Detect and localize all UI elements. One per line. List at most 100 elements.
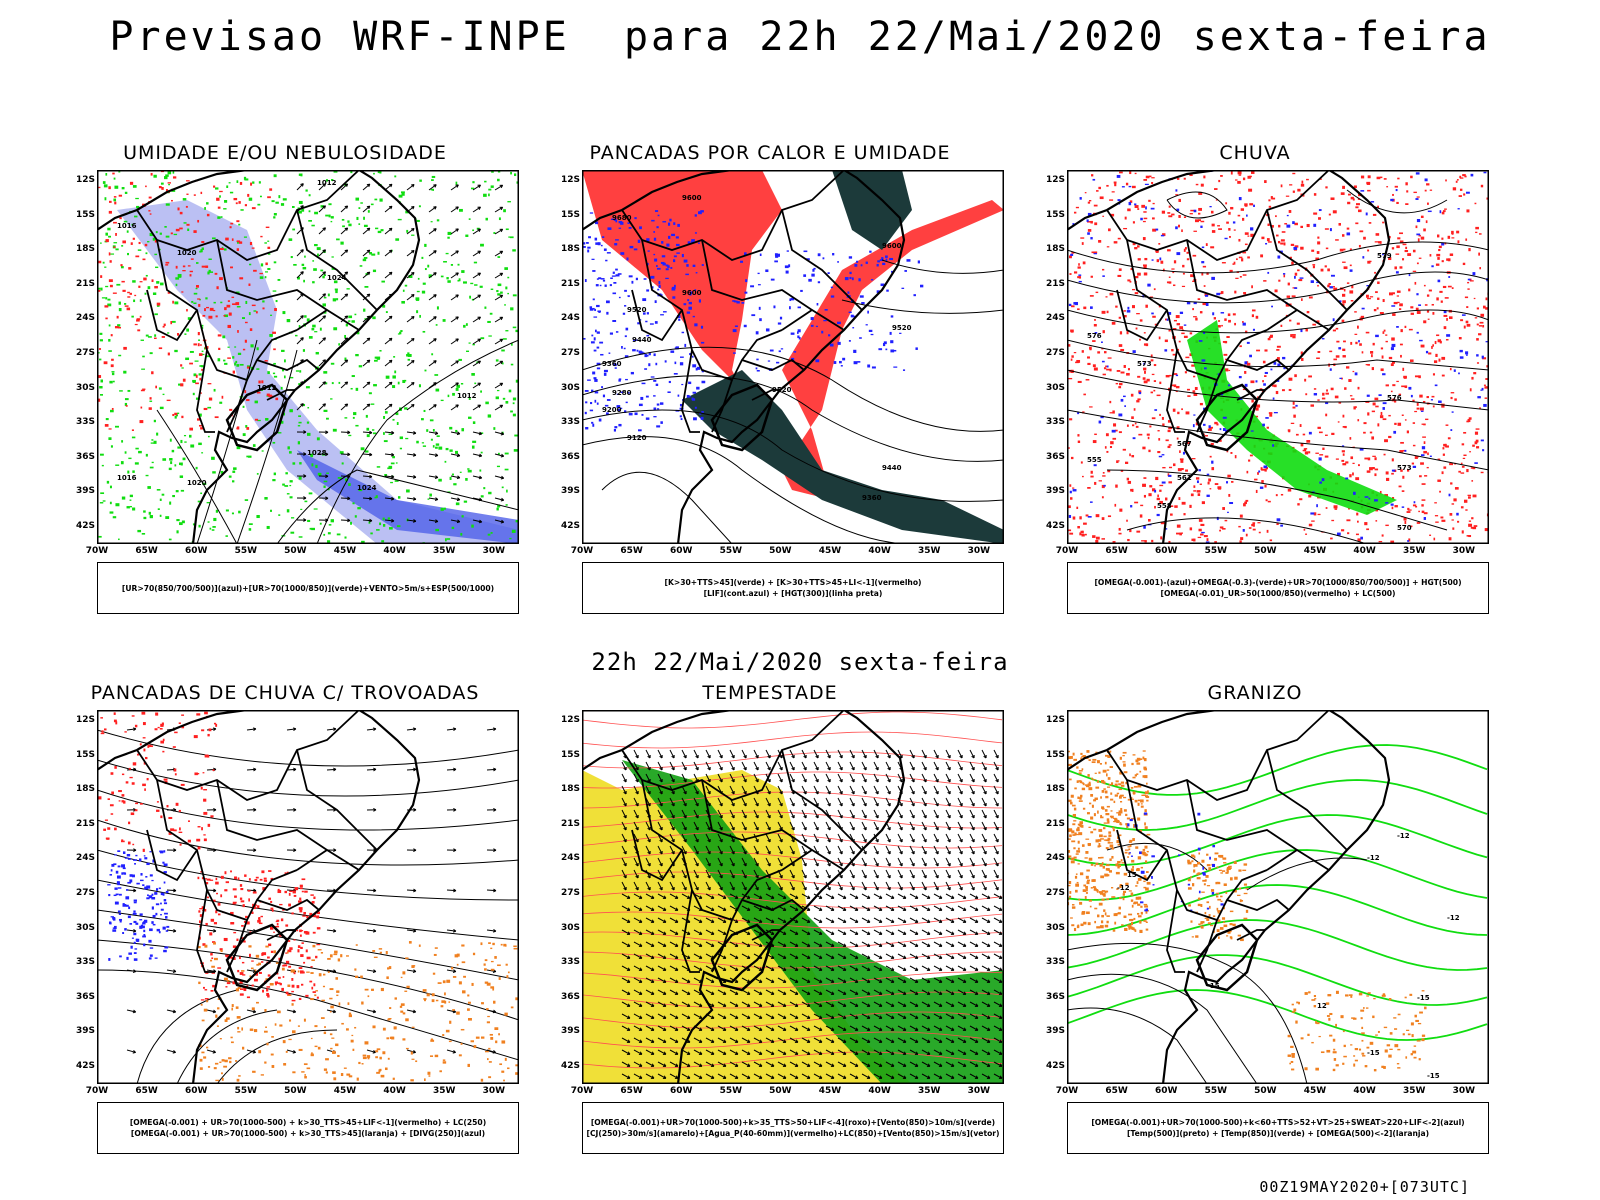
lon-tick-label: 40W [383,1086,406,1096]
humidity-shading [117,200,519,544]
lon-tick-label: 70W [85,546,109,556]
contour-label: 9440 [882,464,902,472]
contour-label: 573 [1397,464,1412,472]
legend-line: [CJ(250)>30m/s](amarelo)+[Agua_P(40-60mm… [586,1129,1000,1138]
panel-title: TEMPESTADE [702,682,838,704]
lat-tick-label: 21S [75,818,95,829]
panel-legend-box: [OMEGA(-0.001)-(azul)+OMEGA(-0.3)-(verde… [1067,562,1489,614]
legend-line: [OMEGA(-0.001) + UR>70(1000-500) + k>30_… [129,1118,487,1127]
contour-label: 9520 [772,386,792,394]
lon-tick-label: 35W [917,1086,941,1096]
lat-tick-label: 36S [560,451,580,462]
lat-tick-label: 36S [75,991,95,1002]
lat-tick-label: 21S [1045,818,1065,829]
lon-tick-label: 55W [234,1086,258,1096]
lon-tick-label: 60W [1154,546,1178,556]
map-plot-area: 9680 9600 9600 9520 9440 9360 9280 9200 9120 9520… [582,170,1004,544]
map-plot-area: 1012 1016 1020 1024 1028 1012 1016 1020 1024 1012 [97,170,519,544]
lat-tick-label: 39S [560,1026,580,1037]
wind850-green [622,760,1004,1084]
contour-label: 1016 [117,222,137,230]
lon-tick-label: 45W [1303,1086,1327,1096]
lon-tick-label: 40W [868,1086,891,1096]
lon-tick-label: 70W [570,546,594,556]
contour-label: 1016 [117,474,137,482]
contour-label: 12 [1317,1002,1327,1010]
lat-tick-label: 24S [560,853,580,864]
lat-tick-label: 18S [560,244,580,255]
map-panel-2: PANCADAS POR CALOR E UMIDADE 12S 15S 18S 21S… [530,142,1010,622]
lat-tick-label: 30S [1045,382,1065,393]
lat-tick-label: 36S [560,991,580,1002]
lon-tick-label: 55W [719,1086,743,1096]
lc250-streamlines [97,729,519,1084]
lat-tick-label: 33S [1045,417,1065,428]
contour-label: 9280 [612,389,632,397]
lon-tick-label: 60W [669,546,693,556]
wind-streamlines [156,339,519,544]
lon-tick-label: 30W [967,546,991,556]
contour-label: -12 [1117,884,1130,892]
contour-label: 9600 [682,194,702,202]
lat-tick-label: 24S [75,853,95,864]
lon-tick-label: 40W [383,546,406,556]
panel-title: CHUVA [1219,142,1291,164]
panel-legend-box: [OMEGA(-0.001)+UR>70(1000-500)+k>35_TTS>… [582,1102,1004,1154]
lat-tick-label: 27S [1045,888,1065,898]
lat-tick-label: 42S [560,521,580,531]
lat-tick-label: 33S [75,417,95,428]
lat-tick-label: 33S [75,957,95,968]
temp850-green [1067,744,1488,1041]
panel-title: UMIDADE E/OU NEBULOSIDADE [123,142,447,164]
divergence-blue [107,850,170,961]
hgt500-contours [1067,189,1489,544]
lat-tick-label: 12S [1045,715,1065,725]
contour-label: 15 [1127,871,1137,879]
panel-legend-box: [OMEGA(-0.001)+UR>70(1000-500)+k<60+TTS>… [1067,1102,1489,1154]
lat-tick-label: 27S [560,348,580,358]
lon-tick-label: 65W [135,1086,158,1096]
plot-frame [1067,170,1489,544]
forecast-time-subtitle: 22h 22/Mai/2020 sexta-feira [591,648,1009,676]
contour-label: 9360 [862,494,882,502]
lat-tick-label: 39S [1045,486,1065,497]
lon-tick-label: 30W [1452,1086,1476,1096]
contour-label: 573 [1137,360,1152,368]
lon-tick-label: 55W [234,546,258,556]
map-plot-area [97,710,519,1084]
lon-tick-label: 50W [769,1086,792,1096]
streamline-arrows [126,727,497,1054]
lat-tick-label: 12S [75,175,95,185]
contour-label: -12 [1367,854,1380,862]
lon-tick-label: 30W [482,546,506,556]
legend-line: [K>30+TTS>45](verde) + [K>30+TTS>45+LI<-… [664,578,922,587]
lat-tick-label: 24S [560,313,580,324]
legend-line: [LIF](cont.azul) + [HGT(300)](linha pret… [703,589,883,598]
lat-tick-label: 42S [1045,521,1065,531]
lat-tick-label: 15S [560,209,580,220]
lon-tick-label: 45W [818,1086,842,1096]
lon-tick-label: 45W [333,1086,357,1096]
contour-label: 1028 [307,449,327,457]
lon-tick-label: 55W [1204,546,1228,556]
plot-frame [1067,710,1489,1084]
legend-line: [OMEGA(-0.001)+UR>70(1000-500)+k<60+TTS>… [1091,1118,1465,1127]
contour-label: 9520 [892,324,912,332]
contour-label: 1012 [317,179,337,187]
lat-tick-label: 36S [75,451,95,462]
contour-label: 9600 [882,242,902,250]
lon-tick-label: 35W [1402,546,1426,556]
lon-tick-label: 35W [432,546,456,556]
contour-label: 576 [1087,332,1102,340]
legend-line: [OMEGA(-0.001) + UR>70(1000-500) + k>30_… [130,1129,486,1138]
map-plot-area: 576 573 567 561 558 555 570 573 576 579 [1067,170,1489,544]
instability-north-dark [832,170,912,250]
lon-tick-label: 70W [1055,1086,1079,1096]
panel-legend-box: [K>30+TTS>45](verde) + [K>30+TTS>45+LI<-… [582,562,1004,614]
lon-tick-label: 65W [135,546,158,556]
panel-title: PANCADAS POR CALOR E UMIDADE [589,142,951,164]
lat-tick-label: 21S [560,278,580,289]
lat-tick-label: 24S [1045,313,1065,324]
lat-tick-label: 15S [75,209,95,220]
lat-tick-label: 33S [560,417,580,428]
